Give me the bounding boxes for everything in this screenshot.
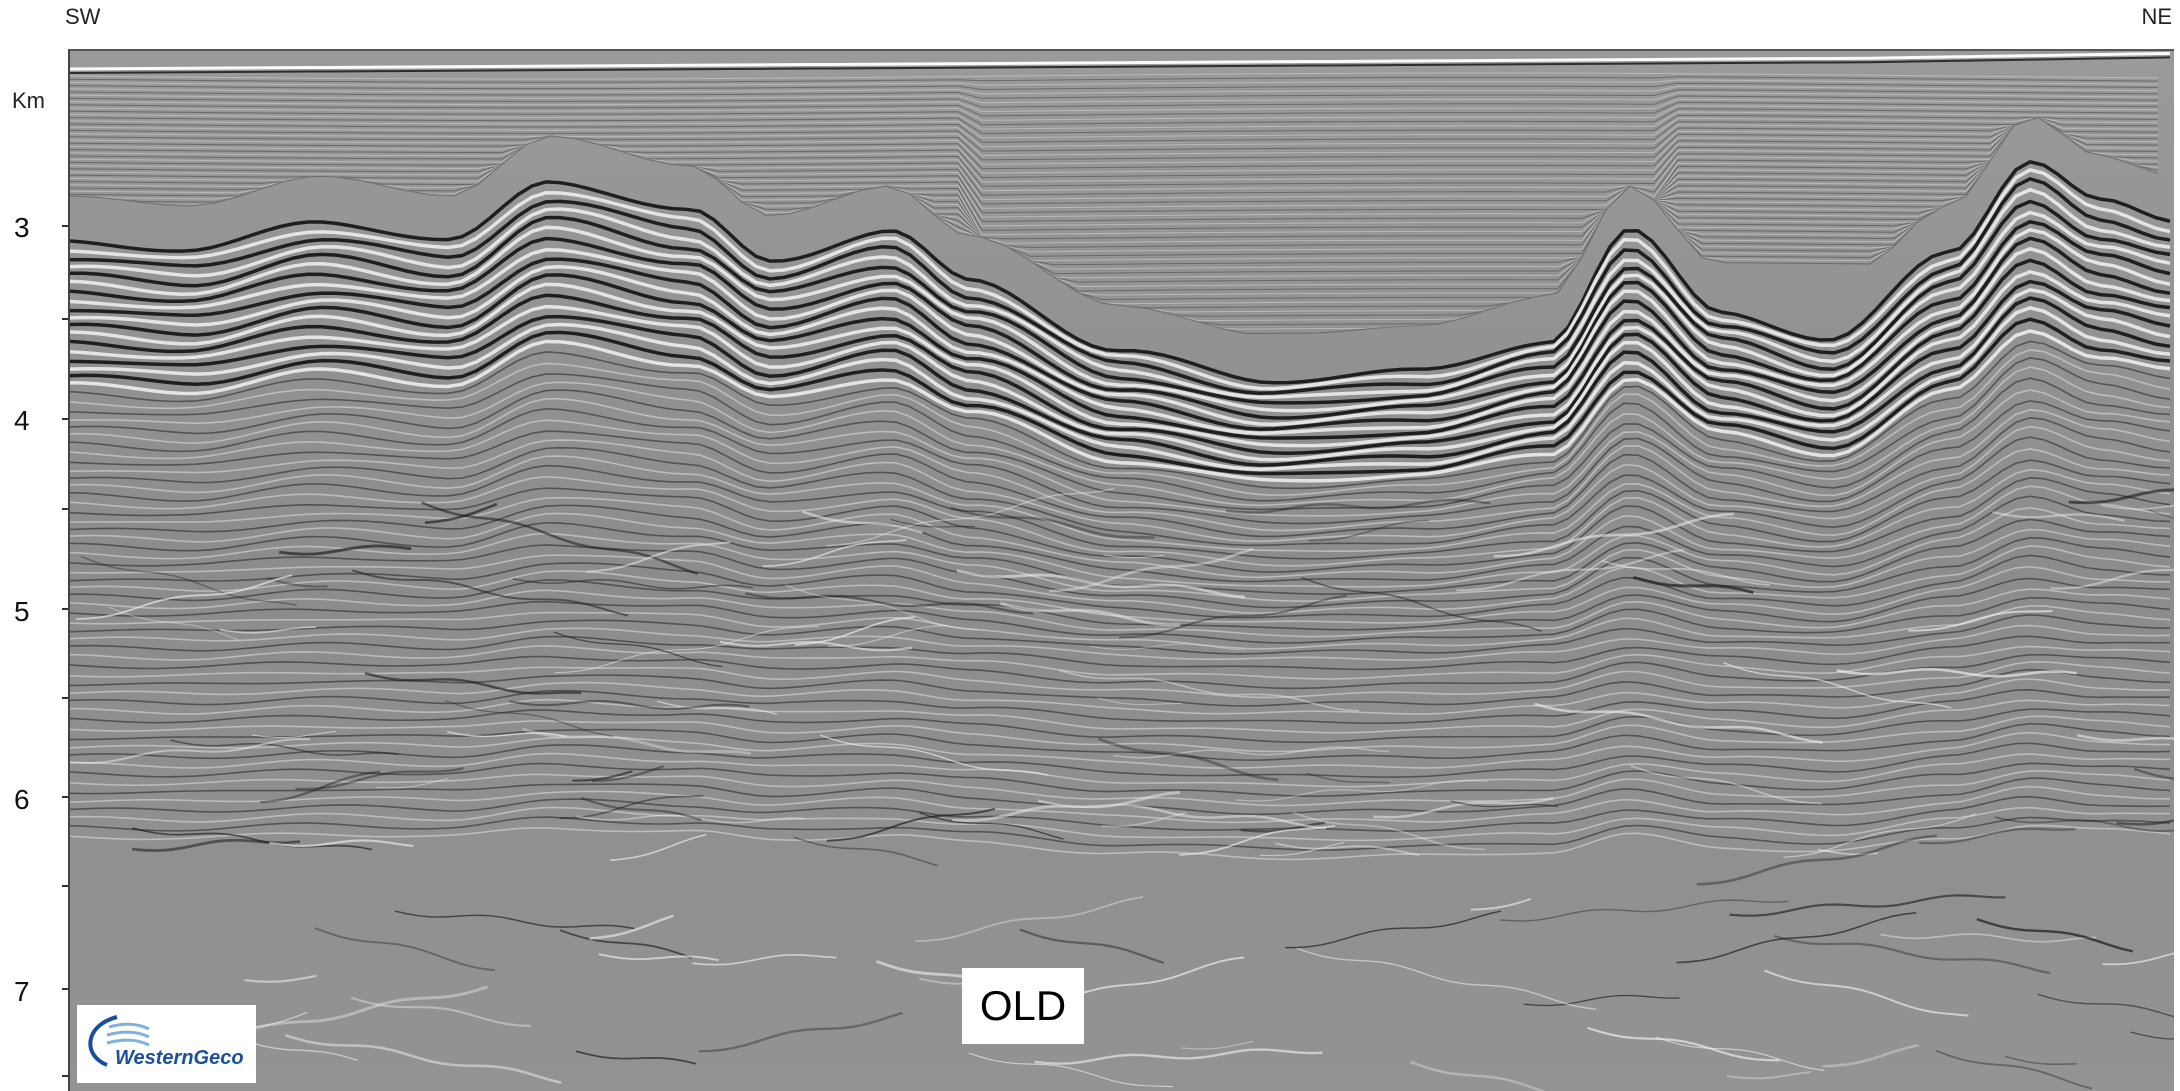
depth-tick-mark [62,418,68,420]
depth-axis-unit: Km [12,88,45,113]
depth-tick-mark [62,225,68,227]
depth-tick-mark [62,1075,68,1077]
depth-tick-label: 7 [14,976,30,1007]
depth-tick-mark [62,508,68,510]
depth-tick-label: 4 [14,405,30,436]
depth-tick-label: 3 [14,212,30,243]
logo-wordmark: WesternGeco [115,1047,244,1069]
depth-tick-mark [62,697,68,699]
depth-tick-mark [62,885,68,887]
seismic-reflectors [70,51,2174,1091]
depth-tick-label: 6 [14,784,30,815]
depth-tick-mark [62,988,68,990]
direction-label-sw: SW [65,4,101,29]
depth-tick-mark [62,608,68,610]
section-label-text: OLD [979,982,1067,1029]
westerngeco-logo: WesternGeco [77,1005,256,1083]
direction-label-ne: NE [2141,4,2172,29]
seismic-section-image [68,49,2174,1091]
logo-swirl-icon [88,1015,150,1067]
depth-tick-mark [62,796,68,798]
depth-tick-label: 5 [14,596,30,627]
depth-tick-mark [62,318,68,320]
section-label-box: OLD [962,968,1084,1044]
